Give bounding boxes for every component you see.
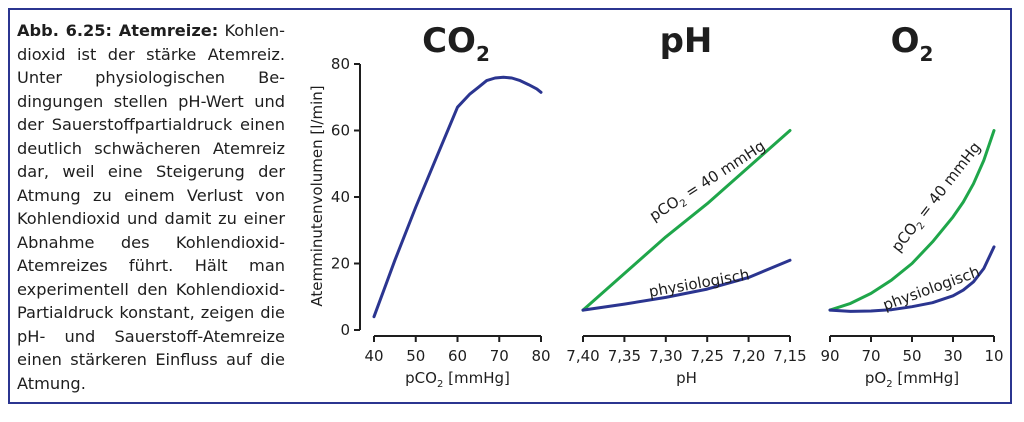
- series-label: pCO2 = 40 mmHg: [888, 139, 987, 258]
- x-tick-label: 40: [364, 347, 383, 365]
- series-line: [581, 129, 792, 312]
- x-tick-label: 7,40: [566, 347, 599, 365]
- chart-panel: CO2 40 50 60 70 80 pCO2 [mmHg] 0 20 40 60 80: [331, 21, 551, 390]
- x-tick-label: 50: [902, 347, 921, 365]
- y-tick-label: 20: [331, 255, 350, 273]
- x-tick-label: 90: [820, 347, 839, 365]
- caption-text: Kohlen­dioxid ist der stärke Atemreiz. U…: [17, 21, 285, 393]
- x-axis-label: pH: [676, 369, 697, 387]
- y-tick-label: 0: [340, 321, 350, 339]
- x-tick-label: 70: [490, 347, 509, 365]
- x-tick-label: 80: [531, 347, 550, 365]
- x-tick-label: 50: [406, 347, 425, 365]
- x-tick-label: 60: [448, 347, 467, 365]
- caption-label: Abb. 6.25: Atemreize:: [17, 21, 219, 40]
- series-label: pCO2 = 40 mmHg: [646, 137, 770, 228]
- series-line: [372, 75, 543, 319]
- figure-caption: Abb. 6.25: Atemreize: Kohlen­dioxid ist …: [17, 19, 285, 395]
- y-tick-label: 60: [331, 122, 350, 140]
- y-axis-label: Atemminutenvolumen [l/min]: [308, 85, 326, 306]
- x-tick-label: 7,20: [732, 347, 765, 365]
- x-tick-label: 7,25: [690, 347, 723, 365]
- x-tick-label: 10: [984, 347, 1003, 365]
- series-line: [828, 245, 996, 313]
- x-tick-label: 7,15: [773, 347, 806, 365]
- x-axis-label: pO2 [mmHg]: [865, 369, 959, 390]
- x-tick-label: 30: [943, 347, 962, 365]
- y-tick-label: 80: [331, 55, 350, 73]
- x-tick-label: 7,35: [608, 347, 641, 365]
- series-line: [581, 258, 792, 312]
- series-line: [828, 129, 996, 312]
- chart-title: CO2: [422, 21, 490, 66]
- x-tick-label: 7,30: [649, 347, 682, 365]
- chart-panels: CO2 40 50 60 70 80 pCO2 [mmHg] 0 20 40 60 80 pH 7,40 7…: [331, 21, 1004, 390]
- x-tick-label: 70: [861, 347, 880, 365]
- figure-frame: [8, 8, 1012, 404]
- x-axis-label: pCO2 [mmHg]: [405, 369, 510, 390]
- chart-title: pH: [660, 21, 713, 61]
- chart-panel: pH 7,40 7,35 7,30 7,25 7,20 7,15 pH pCO2 = 40 mm…: [566, 21, 806, 387]
- y-tick-label: 40: [331, 188, 350, 206]
- chart-title: O2: [891, 21, 934, 66]
- series-label: physiologisch: [648, 265, 751, 300]
